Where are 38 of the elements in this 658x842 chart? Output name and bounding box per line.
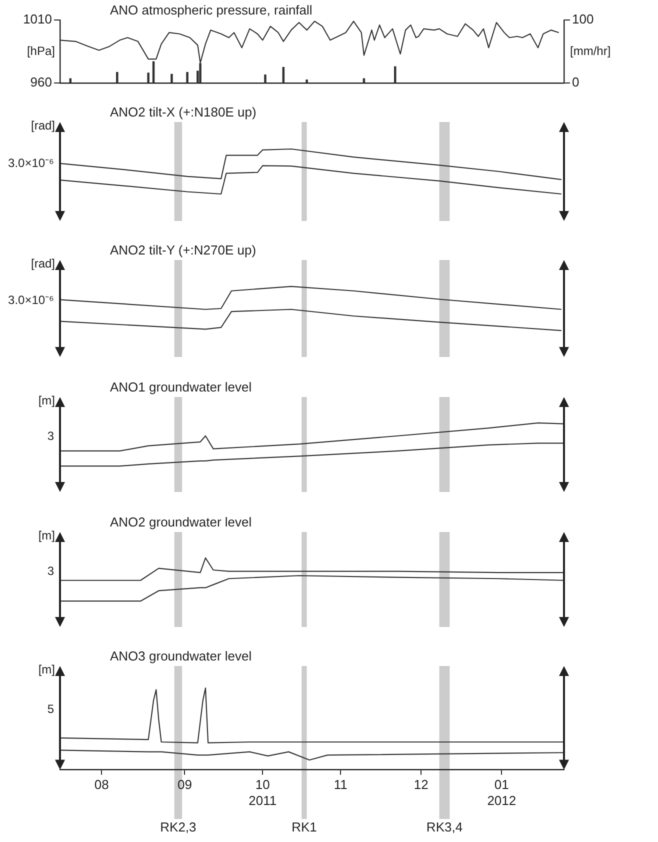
chart-title: ANO2 tilt-X (+:N180E up)	[110, 104, 256, 120]
y2-tick-label: 100	[572, 12, 594, 27]
y-axis-title: [m]	[38, 393, 55, 408]
y2-axis-title: [mm/hr]	[570, 44, 611, 58]
text: 3	[47, 429, 54, 444]
y2-tick-label: 0	[572, 74, 580, 90]
x-tick-label: 09	[177, 777, 192, 792]
text: 5	[47, 702, 54, 716]
text: 3	[47, 564, 54, 578]
chart-title: ANO3 groundwater level	[110, 648, 252, 664]
text: 3.0×10⁻⁶	[8, 293, 54, 308]
y-tick-label: 1010	[23, 12, 52, 27]
y-axis-title: [hPa]	[26, 44, 55, 58]
chart-title: ANO atmospheric pressure, rainfall	[110, 2, 312, 18]
chart-title: ANO2 groundwater level	[110, 514, 252, 530]
x-tick-label: 12	[414, 777, 428, 792]
y-axis-title: [m]	[38, 662, 55, 676]
x-tick-label: 08	[94, 777, 109, 792]
y-axis-title: [rad]	[30, 118, 55, 132]
x-tick-label: 10 2011	[248, 777, 277, 808]
bar	[306, 80, 308, 83]
band-label: RK3,4	[426, 820, 463, 835]
bar	[394, 66, 396, 83]
bar	[147, 72, 150, 83]
bar	[116, 72, 118, 83]
chart-title: ANO1 groundwater level	[110, 380, 252, 395]
band-label: RK1	[292, 820, 317, 835]
bar	[170, 74, 173, 83]
x-tick-label: 01 2012	[487, 777, 516, 808]
x-tick-label: 11	[334, 777, 348, 792]
chart-title: ANO2 tilt-Y (+:N270E up)	[110, 242, 256, 258]
bar	[264, 74, 266, 83]
y-tick-label: 960	[30, 74, 52, 90]
y-axis-title: [rad]	[30, 256, 55, 270]
band-label: RK2,3	[160, 820, 196, 835]
y-axis-title: [m]	[38, 528, 55, 542]
text: 3.0×10⁻⁶	[8, 156, 54, 170]
bar	[186, 72, 188, 83]
